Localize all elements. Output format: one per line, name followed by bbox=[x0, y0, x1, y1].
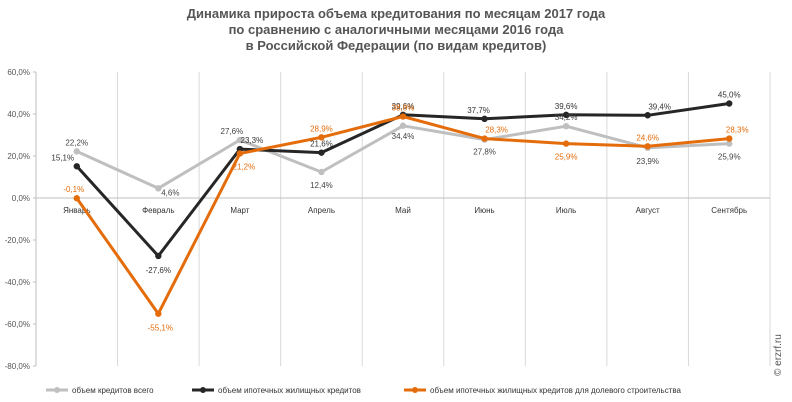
legend-marker bbox=[200, 387, 206, 393]
data-point bbox=[155, 310, 162, 317]
data-point bbox=[318, 149, 325, 156]
data-point bbox=[155, 185, 162, 192]
legend-marker bbox=[54, 387, 60, 393]
data-point bbox=[236, 145, 244, 153]
data-point bbox=[236, 150, 244, 157]
data-label: 27,8% bbox=[473, 148, 496, 157]
data-point bbox=[481, 135, 488, 142]
chart-title: Динамика прироста объема кредитования по… bbox=[0, 6, 792, 54]
y-tick-label: 20,0% bbox=[7, 152, 30, 161]
x-axis-ticks: Январь Февраль Март Апрель Май Июнь Июль Август… bbox=[63, 206, 747, 215]
legend-label: объем кредитов всего bbox=[72, 386, 154, 395]
y-tick-label: 0,0% bbox=[12, 194, 30, 203]
data-point bbox=[73, 148, 80, 155]
data-point bbox=[562, 122, 570, 130]
data-label: 15,1% bbox=[51, 153, 74, 162]
data-point bbox=[481, 115, 488, 123]
data-label: 34,4% bbox=[392, 132, 415, 141]
chart-title-line-1: Динамика прироста объема кредитования по… bbox=[186, 6, 606, 21]
x-tick-label: Май bbox=[395, 206, 411, 215]
x-tick-label: Январь bbox=[63, 206, 90, 215]
data-point bbox=[73, 163, 80, 170]
series-group bbox=[73, 100, 733, 317]
data-point bbox=[562, 111, 570, 119]
legend-label: объем ипотечных жилищных кредитов для до… bbox=[430, 386, 682, 395]
data-label: 39,6% bbox=[392, 102, 415, 111]
data-point bbox=[73, 195, 80, 202]
x-tick-label: Апрель bbox=[308, 206, 335, 215]
data-point bbox=[562, 140, 570, 147]
watermark-text: © erzrf.ru bbox=[773, 334, 784, 376]
y-tick-label: 60,0% bbox=[7, 68, 30, 77]
y-tick-label: -80,0% bbox=[5, 362, 30, 371]
data-label: 25,9% bbox=[718, 153, 741, 162]
data-label: 37,7% bbox=[467, 106, 490, 115]
y-axis-ticks: 60,0% 40,0% 20,0% 0,0% -20,0% -40,0% -60,0% -80… bbox=[5, 68, 36, 371]
data-label: 24,6% bbox=[636, 133, 659, 142]
x-tick-label: Февраль bbox=[142, 206, 175, 215]
data-label: 39,6% bbox=[555, 102, 578, 111]
x-tick-label: Июль bbox=[556, 206, 576, 215]
data-point bbox=[399, 122, 407, 129]
data-point bbox=[726, 100, 733, 107]
data-point bbox=[318, 134, 325, 141]
y-tick-label: -40,0% bbox=[5, 278, 30, 287]
data-point bbox=[155, 252, 162, 260]
x-tick-label: Август bbox=[636, 206, 660, 215]
data-label: 4,6% bbox=[161, 188, 179, 197]
x-tick-label: Сентябрь bbox=[711, 206, 747, 215]
data-labels: 22,2% 4,6% 27,6% 12,4% 34,4% 27,8% 34,2% 23,9% 2… bbox=[51, 91, 748, 333]
data-label: 21,2% bbox=[233, 162, 256, 171]
y-tick-label: -20,0% bbox=[5, 236, 30, 245]
data-label: 25,9% bbox=[555, 153, 578, 162]
data-point bbox=[644, 112, 651, 119]
data-label: 34,2% bbox=[555, 113, 578, 122]
data-point bbox=[726, 135, 733, 142]
data-label: -0,1% bbox=[63, 185, 84, 194]
y-tick-label: 40,0% bbox=[7, 110, 30, 119]
data-point bbox=[726, 140, 733, 147]
series-line bbox=[75, 115, 730, 316]
legend: объем кредитов всего объем ипотечных жили… bbox=[46, 386, 682, 395]
x-tick-label: Июнь bbox=[474, 206, 494, 215]
data-label: 22,2% bbox=[65, 138, 88, 147]
data-label: 28,9% bbox=[310, 124, 333, 133]
data-point bbox=[644, 143, 651, 150]
data-label: 38,8% bbox=[392, 104, 415, 113]
data-point bbox=[236, 136, 244, 144]
data-label: 27,6% bbox=[221, 127, 244, 136]
data-point bbox=[399, 113, 407, 120]
data-label: 21,6% bbox=[310, 140, 333, 149]
data-label: 28,3% bbox=[485, 126, 508, 135]
legend-marker bbox=[412, 387, 418, 393]
axes bbox=[35, 72, 770, 366]
data-label: 23,9% bbox=[636, 157, 659, 166]
chart-title-line-2: по сравнению с аналогичными месяцами 201… bbox=[228, 22, 564, 37]
chart-title-line-3: в Российской Федерации (по видам кредито… bbox=[245, 38, 547, 53]
data-label: 28,3% bbox=[726, 126, 749, 135]
legend-label: объем ипотечных жилищных кредитов bbox=[218, 386, 361, 395]
data-label: 23,3% bbox=[241, 136, 264, 145]
data-point bbox=[318, 168, 325, 176]
y-tick-label: -60,0% bbox=[5, 320, 30, 329]
data-label: 12,4% bbox=[310, 181, 333, 190]
data-label: -55,1% bbox=[148, 324, 173, 333]
data-label: 39,4% bbox=[648, 102, 671, 111]
data-label: -27,6% bbox=[146, 266, 171, 275]
x-tick-label: Март bbox=[230, 206, 249, 215]
data-label: 45,0% bbox=[718, 91, 741, 100]
